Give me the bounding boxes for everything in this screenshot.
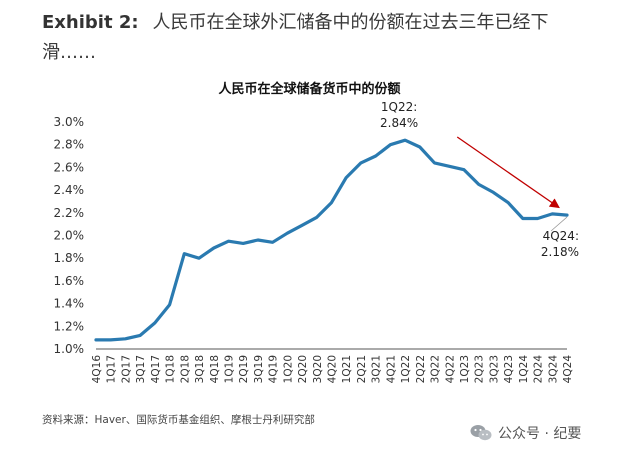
- x-tick-label: 2Q22: [415, 355, 427, 383]
- x-tick-label: 2Q23: [474, 355, 486, 383]
- chart-title: 人民币在全球储备货币中的份额: [218, 82, 401, 97]
- annotation-last-line2: 2.18%: [541, 245, 579, 259]
- y-tick-label: 1.2%: [54, 319, 85, 333]
- x-tick-label: 4Q21: [385, 355, 397, 383]
- y-tick-label: 1.4%: [54, 297, 85, 311]
- annotation-peak-line1: 1Q22:: [381, 100, 417, 114]
- x-tick-label: 2Q18: [179, 355, 191, 383]
- y-tick-label: 2.8%: [54, 138, 85, 152]
- x-tick-label: 1Q18: [165, 355, 177, 383]
- x-tick-label: 1Q23: [459, 355, 471, 383]
- x-tick-label: 4Q17: [150, 355, 162, 383]
- x-tick-label: 1Q21: [341, 355, 353, 383]
- y-tick-label: 1.8%: [54, 251, 85, 265]
- y-tick-label: 1.6%: [54, 274, 85, 288]
- x-tick-label: 2Q20: [297, 355, 309, 383]
- chat-icon: [470, 425, 492, 441]
- x-tick-label: 2Q24: [533, 355, 545, 384]
- annotation-last-line1: 4Q24:: [543, 229, 579, 243]
- x-tick-label: 4Q16: [91, 355, 103, 384]
- annotation-leader: [550, 216, 568, 232]
- y-tick-label: 2.2%: [54, 206, 85, 220]
- x-tick-label: 1Q20: [282, 355, 294, 383]
- x-tick-label: 4Q24: [562, 355, 574, 384]
- x-tick-label: 1Q19: [223, 355, 235, 383]
- watermark: 公众号 · 纪要: [470, 423, 581, 443]
- exhibit-label: Exhibit 2:: [42, 12, 139, 33]
- x-tick-label: 2Q21: [356, 355, 368, 383]
- x-tick-label: 2Q19: [238, 355, 250, 383]
- x-tick-label: 3Q23: [488, 355, 500, 383]
- x-tick-label: 1Q17: [106, 355, 118, 383]
- series-line: [94, 138, 569, 342]
- x-tick-label: 3Q22: [430, 355, 442, 383]
- x-tick-label: 3Q24: [547, 355, 559, 384]
- x-tick-label: 3Q19: [253, 355, 265, 383]
- x-tick-label: 2Q17: [120, 355, 132, 383]
- x-tick-label: 1Q24: [518, 355, 530, 384]
- annotation-peak-line2: 2.84%: [380, 116, 418, 130]
- x-tick-label: 4Q20: [327, 355, 339, 383]
- x-tick-label: 3Q17: [135, 355, 147, 383]
- trend-arrow: [456, 136, 560, 209]
- exhibit-heading: Exhibit 2: 人民币在全球外汇储备中的份额在过去三年已经下滑……: [42, 8, 602, 68]
- x-tick-label: 4Q23: [503, 355, 515, 383]
- y-tick-label: 2.4%: [54, 183, 85, 197]
- x-tick-label: 4Q18: [209, 355, 221, 383]
- y-tick-label: 2.6%: [54, 160, 85, 174]
- x-tick-label: 3Q18: [194, 355, 206, 383]
- y-tick-label: 1.0%: [54, 342, 85, 356]
- x-tick-label: 4Q19: [268, 355, 280, 383]
- x-tick-label: 4Q22: [444, 355, 456, 383]
- watermark-text: 公众号 · 纪要: [498, 426, 582, 442]
- x-tick-label: 3Q20: [312, 355, 324, 383]
- x-tick-label: 3Q21: [371, 355, 383, 383]
- y-tick-label: 2.0%: [54, 229, 85, 243]
- x-tick-label: 1Q22: [400, 355, 412, 383]
- source-note: 资料来源：Haver、国际货币基金组织、摩根士丹利研究部: [42, 414, 315, 426]
- y-tick-label: 3.0%: [54, 115, 85, 129]
- exhibit-text: 人民币在全球外汇储备中的份额在过去三年已经下滑……: [42, 12, 549, 63]
